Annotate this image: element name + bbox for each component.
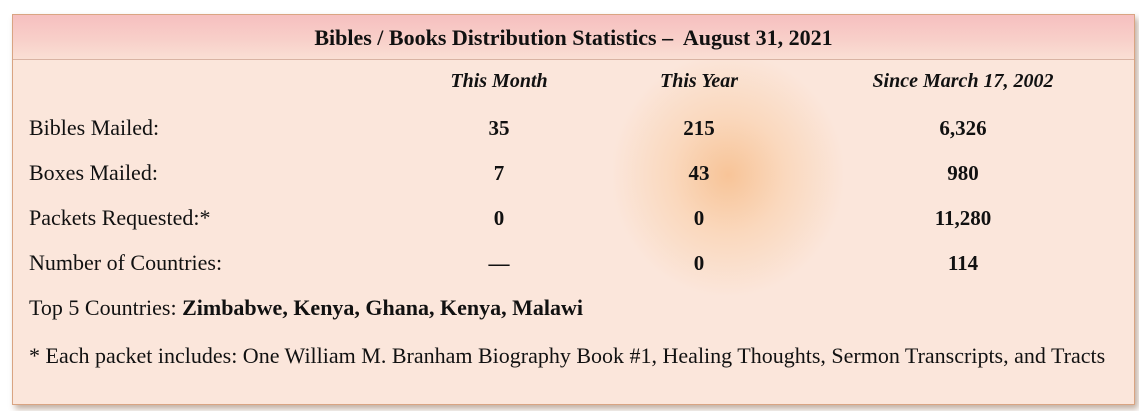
cell-boxes-since: 980 (947, 161, 979, 185)
cell-bibles-month: 35 (488, 116, 510, 140)
row-label-packets-requested: Packets Requested:* (29, 205, 211, 230)
cell-bibles-year: 215 (683, 116, 715, 140)
column-header-since: Since March 17, 2002 (872, 70, 1054, 92)
column-header-this-month: This Month (450, 70, 548, 92)
cell-countries-since: 114 (947, 251, 979, 275)
cell-countries-month: — (488, 251, 510, 275)
statistics-panel: Bibles / Books Distribution Statistics –… (12, 14, 1135, 405)
row-label-number-of-countries: Number of Countries: (29, 250, 223, 275)
top-countries-list: Zimbabwe, Kenya, Ghana, Kenya, Malawi (182, 295, 583, 320)
cell-boxes-year: 43 (688, 161, 710, 185)
cell-boxes-month: 7 (493, 161, 505, 185)
title-bar: Bibles / Books Distribution Statistics –… (13, 15, 1134, 60)
row-label-bibles-mailed: Bibles Mailed: (29, 115, 160, 140)
cell-packets-year: 0 (693, 206, 705, 230)
top-countries-line: Top 5 Countries: Zimbabwe, Kenya, Ghana,… (29, 295, 583, 321)
packet-footnote: * Each packet includes: One William M. B… (29, 343, 1106, 368)
panel-title: Bibles / Books Distribution Statistics –… (314, 25, 833, 50)
top-countries-label: Top 5 Countries: (29, 295, 183, 320)
cell-countries-year: 0 (693, 251, 705, 275)
cell-packets-since: 11,280 (934, 206, 992, 230)
background-glow (613, 55, 843, 295)
cell-packets-month: 0 (493, 206, 505, 230)
cell-bibles-since: 6,326 (939, 116, 987, 140)
column-header-this-year: This Year (660, 70, 738, 92)
row-label-boxes-mailed: Boxes Mailed: (29, 160, 158, 185)
